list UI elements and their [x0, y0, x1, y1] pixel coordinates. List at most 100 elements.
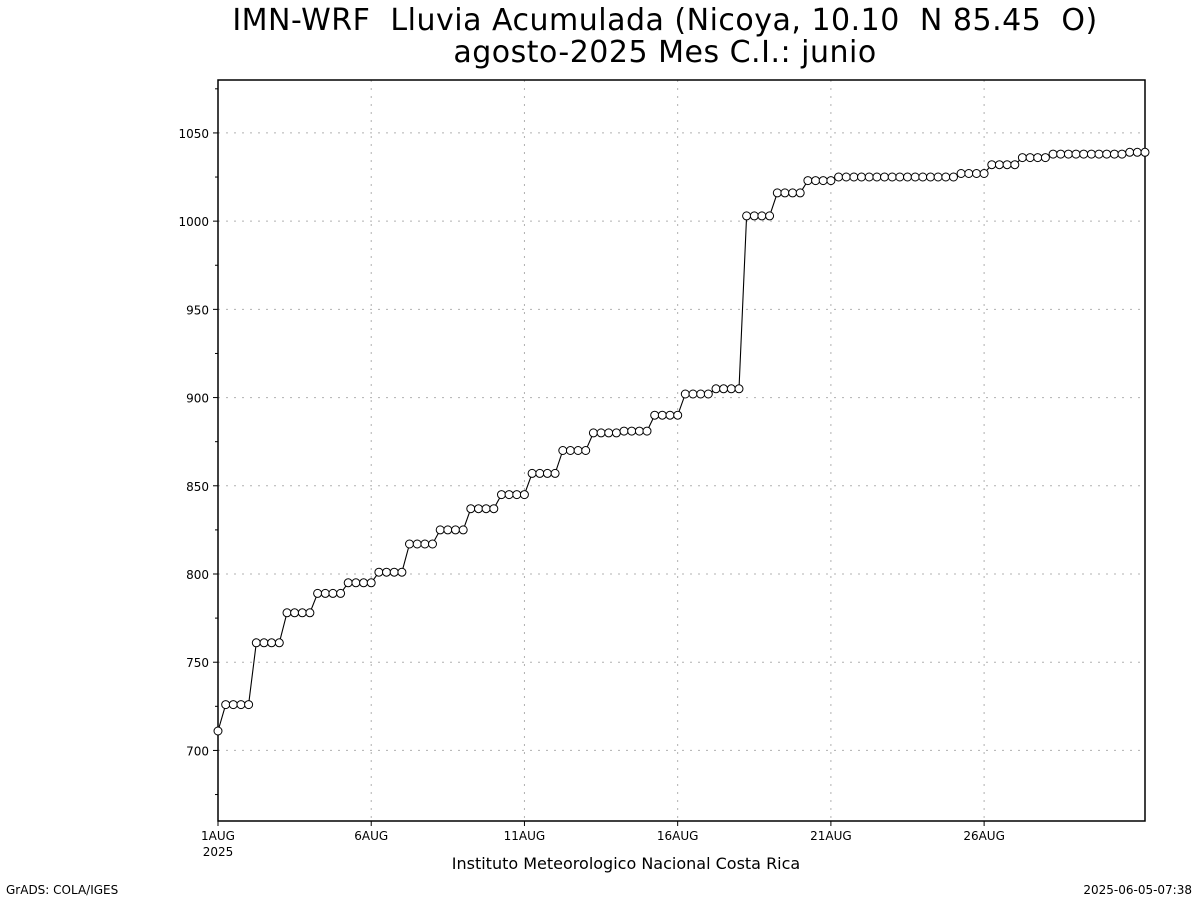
- data-point: [1017, 153, 1027, 163]
- data-point: [949, 172, 958, 182]
- data-point: [366, 578, 376, 588]
- data-point: [1063, 149, 1073, 159]
- data-point: [841, 172, 851, 182]
- data-point: [1140, 147, 1150, 157]
- data-point: [519, 490, 529, 500]
- data-point: [895, 172, 905, 182]
- data-point: [864, 172, 874, 182]
- data-point: [351, 578, 361, 588]
- data-point: [596, 428, 606, 438]
- data-point: [550, 468, 560, 478]
- data-point: [458, 525, 468, 535]
- chart-plot: 700 750 800 850 900 950 1000 1050 1AUG 2025 6AUG 11…: [178, 79, 1150, 873]
- data-point: [497, 490, 506, 500]
- data-point: [581, 446, 591, 455]
- x-tick-label: 26AUG: [963, 829, 1005, 843]
- data-point: [267, 638, 277, 648]
- data-point: [979, 169, 989, 178]
- x-axis-label: Instituto Meteorologico Nacional Costa R…: [452, 854, 800, 873]
- data-point: [512, 490, 522, 500]
- data-point: [818, 176, 828, 186]
- data-point: [282, 608, 292, 618]
- data-point: [994, 160, 1004, 170]
- data-point: [780, 188, 790, 198]
- data-point: [359, 578, 369, 588]
- data-point: [244, 700, 254, 710]
- data-point: [811, 176, 821, 186]
- grid-lines: [218, 80, 1145, 821]
- data-point: [489, 504, 499, 514]
- y-tick-label: 850: [186, 480, 209, 494]
- data-point: [634, 426, 644, 436]
- data-point: [872, 172, 882, 182]
- x-tick-label: 16AUG: [657, 829, 699, 843]
- data-point: [1086, 149, 1096, 159]
- data-point: [588, 428, 598, 438]
- axes: 700 750 800 850 900 950 1000 1050 1AUG 2025 6AUG 11…: [178, 79, 1146, 859]
- chart-subtitle: agosto-2025 Mes C.I.: junio: [453, 35, 877, 70]
- data-point: [274, 638, 284, 648]
- data-point: [857, 172, 866, 182]
- data-point: [757, 211, 767, 221]
- data-point: [972, 169, 981, 178]
- data-point: [987, 160, 997, 170]
- data-point: [619, 426, 629, 436]
- data-point: [880, 172, 889, 182]
- data-point: [1117, 149, 1127, 159]
- data-point: [918, 172, 928, 182]
- data-point: [1048, 149, 1058, 159]
- data-point: [665, 410, 675, 420]
- data-point: [565, 446, 575, 455]
- data-point: [313, 588, 323, 598]
- data-point: [435, 525, 445, 535]
- data-point: [742, 211, 752, 221]
- data-point: [719, 384, 729, 394]
- y-tick-label: 1050: [178, 127, 209, 141]
- x-tick-label: 1AUG: [201, 829, 235, 843]
- x-tick-label: 11AUG: [504, 829, 546, 843]
- data-point: [703, 389, 713, 399]
- x-tick-label: 6AUG: [354, 829, 388, 843]
- y-tick-label: 950: [186, 303, 209, 317]
- data-point: [673, 410, 683, 420]
- chart-title: IMN-WRF Lluvia Acumulada (Nicoya, 10.10 …: [232, 3, 1098, 38]
- data-point: [964, 169, 974, 178]
- data-point: [466, 504, 476, 514]
- data-point: [573, 446, 583, 455]
- data-point: [1079, 149, 1089, 159]
- data-point: [933, 172, 943, 182]
- data-point: [389, 567, 399, 577]
- y-tick-label: 700: [186, 744, 209, 758]
- data-point: [795, 188, 805, 198]
- data-point: [397, 567, 407, 577]
- data-point: [657, 410, 667, 420]
- data-point: [711, 384, 721, 394]
- data-point: [956, 169, 966, 178]
- plot-frame: [217, 79, 1146, 822]
- data-point: [627, 426, 637, 436]
- data-point: [221, 700, 231, 710]
- data-point: [1025, 153, 1035, 163]
- data-point: [451, 525, 460, 535]
- data-point: [428, 539, 437, 549]
- data-point: [849, 172, 859, 182]
- data-point: [910, 172, 920, 182]
- data-point: [474, 504, 483, 514]
- data-point: [642, 426, 652, 436]
- data-point: [443, 525, 453, 535]
- data-point: [1125, 147, 1135, 157]
- data-point: [382, 567, 391, 577]
- data-point: [604, 428, 614, 438]
- data-point: [420, 539, 430, 549]
- data-point: [734, 384, 744, 394]
- data-point: [926, 172, 935, 182]
- data-point: [1109, 149, 1119, 159]
- data-point: [412, 539, 422, 549]
- footer-timestamp: 2025-06-05-07:38: [1083, 883, 1192, 897]
- data-point: [481, 504, 491, 514]
- data-point: [290, 608, 300, 618]
- data-point: [374, 567, 384, 577]
- data-point: [542, 468, 552, 478]
- data-point: [328, 588, 338, 598]
- data-point: [558, 446, 568, 455]
